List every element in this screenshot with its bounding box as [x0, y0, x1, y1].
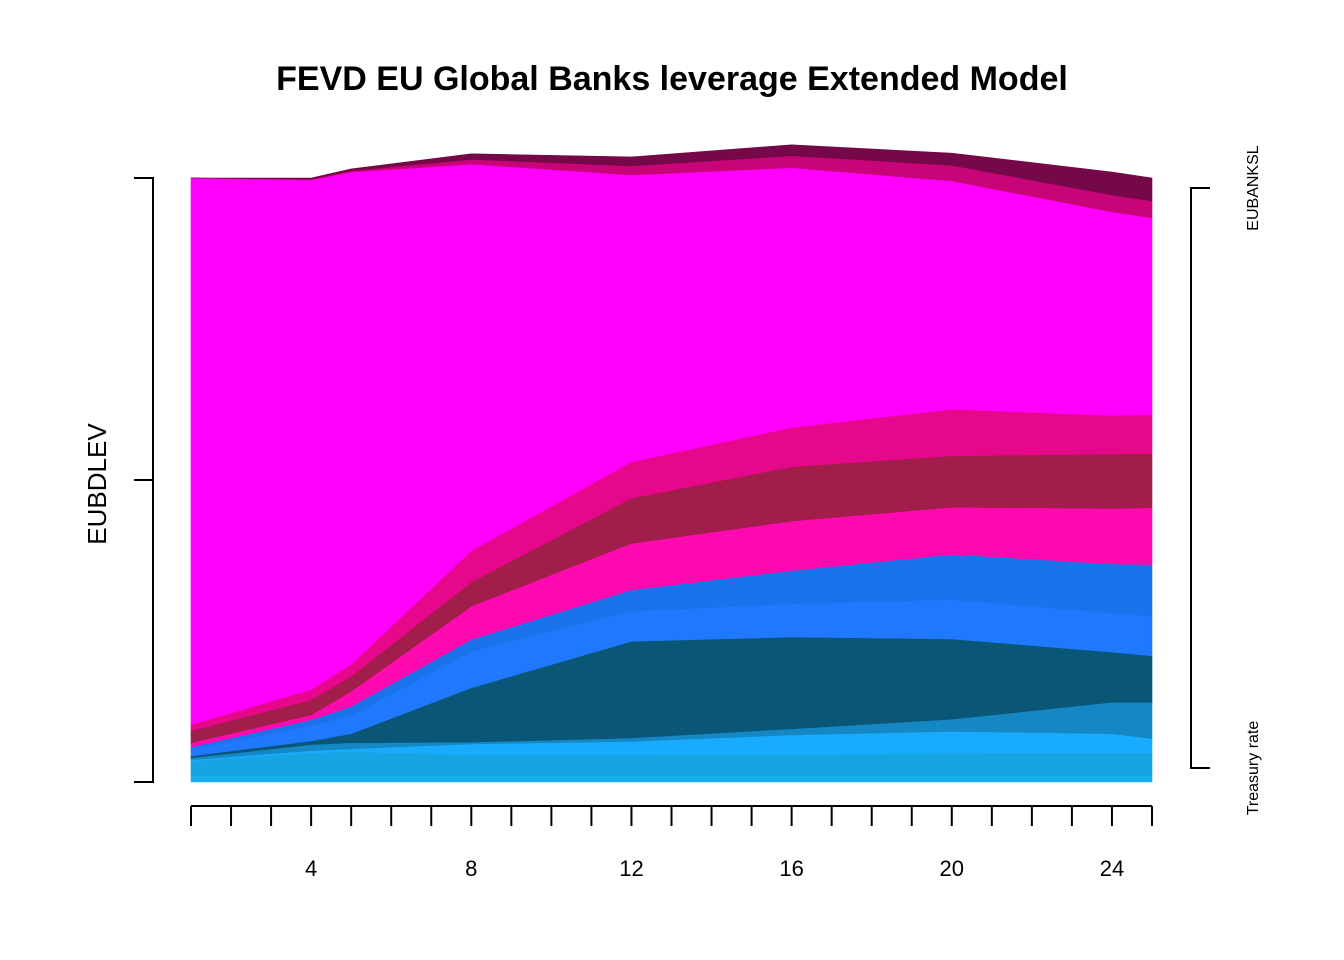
- legend-top-label: EUBANKSL: [1245, 145, 1262, 230]
- chart-title: FEVD EU Global Banks leverage Extended M…: [276, 60, 1068, 98]
- area-series-13: [190, 144, 1153, 202]
- x-tick-label: 20: [940, 856, 964, 881]
- area-series-1: [190, 775, 1153, 783]
- stacked-areas: [190, 144, 1153, 783]
- legend-bracket-line: [1190, 187, 1210, 769]
- x-tick-label: 12: [619, 856, 643, 881]
- x-tick-label: 16: [779, 856, 803, 881]
- area-series-2: [190, 751, 1153, 777]
- y-axis-label: EUBDLEV: [82, 423, 112, 545]
- x-tick-label: 24: [1100, 856, 1124, 881]
- x-tick-label: 4: [305, 856, 317, 881]
- x-axis: 4 8 12 16 20 24: [190, 805, 1153, 881]
- x-tick-label: 8: [465, 856, 477, 881]
- legend-bottom-label: Treasury rate: [1245, 721, 1262, 816]
- y-axis: [134, 177, 154, 783]
- legend-bracket: [1190, 187, 1210, 769]
